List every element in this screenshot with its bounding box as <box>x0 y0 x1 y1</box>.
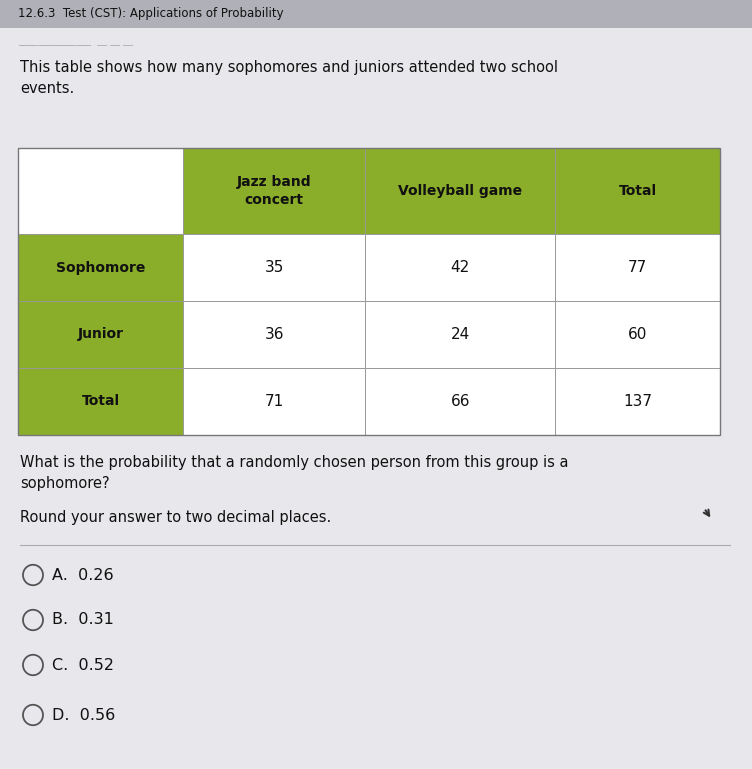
Bar <box>0 0 752 28</box>
Text: Junior: Junior <box>77 328 123 341</box>
Bar <box>555 148 720 234</box>
Bar <box>183 234 365 301</box>
Bar <box>183 368 365 434</box>
Bar <box>18 368 183 434</box>
Bar <box>365 301 555 368</box>
Text: 137: 137 <box>623 394 652 409</box>
Bar <box>183 148 365 234</box>
Bar <box>18 148 183 234</box>
Text: 42: 42 <box>450 260 470 275</box>
Text: Sophomore: Sophomore <box>56 261 145 275</box>
Text: What is the probability that a randomly chosen person from this group is a
sopho: What is the probability that a randomly … <box>20 455 569 491</box>
Bar <box>18 301 183 368</box>
Text: Jazz band
concert: Jazz band concert <box>237 175 311 207</box>
Bar <box>365 368 555 434</box>
Text: Round your answer to two decimal places.: Round your answer to two decimal places. <box>20 510 331 525</box>
Text: B.  0.31: B. 0.31 <box>52 612 114 628</box>
Text: Total: Total <box>618 184 656 198</box>
Bar <box>365 234 555 301</box>
Text: 36: 36 <box>265 327 284 342</box>
Text: 66: 66 <box>450 394 470 409</box>
Text: 71: 71 <box>265 394 284 409</box>
Bar <box>365 148 555 234</box>
Text: 12.6.3  Test (CST): Applications of Probability: 12.6.3 Test (CST): Applications of Proba… <box>18 8 284 21</box>
Text: Total: Total <box>81 394 120 408</box>
Text: Volleyball game: Volleyball game <box>399 184 523 198</box>
Bar <box>555 301 720 368</box>
Bar <box>18 234 183 301</box>
Text: D.  0.56: D. 0.56 <box>52 707 115 723</box>
Text: This table shows how many sophomores and juniors attended two school
events.: This table shows how many sophomores and… <box>20 60 558 96</box>
Text: 60: 60 <box>628 327 647 342</box>
Text: C.  0.52: C. 0.52 <box>52 657 114 673</box>
Bar <box>183 301 365 368</box>
Bar <box>18 148 720 435</box>
Bar <box>555 368 720 434</box>
Bar <box>555 234 720 301</box>
Text: 77: 77 <box>628 260 647 275</box>
Text: _______________  __ __ __: _______________ __ __ __ <box>18 35 133 45</box>
Text: 24: 24 <box>450 327 470 342</box>
Text: A.  0.26: A. 0.26 <box>52 568 114 582</box>
Text: 35: 35 <box>265 260 284 275</box>
